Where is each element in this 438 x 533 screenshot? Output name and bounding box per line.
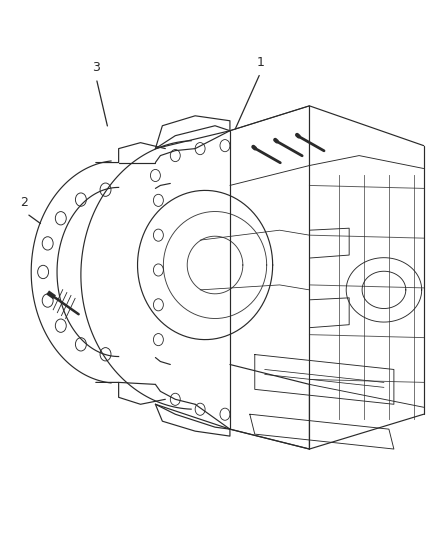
Text: 2: 2: [21, 196, 28, 209]
Text: 1: 1: [256, 56, 264, 69]
Text: 3: 3: [92, 61, 100, 74]
